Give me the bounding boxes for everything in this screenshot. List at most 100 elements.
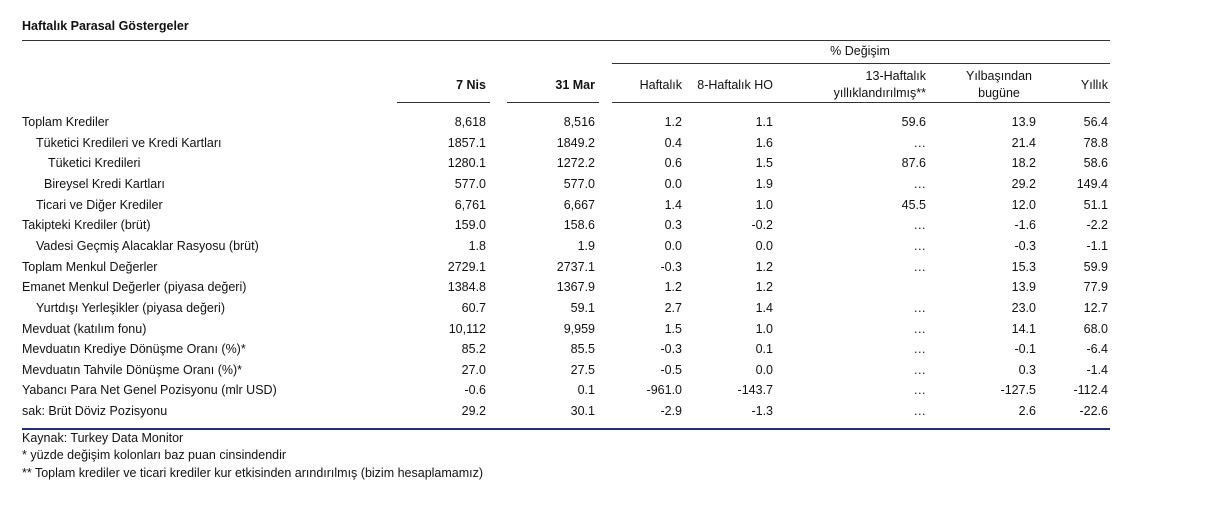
cell-c2: 27.5 [570, 362, 595, 377]
cell-c7: -2.2 [1086, 218, 1108, 233]
cell-c5: … [913, 362, 927, 377]
cell-c6: 12.0 [1011, 197, 1036, 212]
cell-c4: 1.9 [755, 176, 773, 191]
table-row: Toplam Menkul Değerler 2729.1 2737.1 -0.3 1.… [0, 260, 1221, 280]
col-header-yillik: Yıllık [1080, 78, 1108, 92]
table-row: Ticari ve Diğer Krediler 6,761 6,667 1.4 1.0… [0, 198, 1221, 218]
cell-c4: -0.2 [751, 218, 773, 233]
cell-c4: 1.2 [755, 259, 773, 274]
cell-c2: 1.9 [577, 238, 595, 253]
cell-c1: 10,112 [448, 321, 486, 336]
cell-c3: 0.6 [664, 156, 682, 171]
col-header-31mar: 31 Mar [555, 78, 595, 92]
table-row: Emanet Menkul Değerler (piyasa değeri) 13… [0, 280, 1221, 300]
cell-c3: -0.5 [660, 362, 682, 377]
cell-c3: 1.5 [664, 321, 682, 336]
cell-c5: … [913, 259, 927, 274]
cell-c1: 1.8 [468, 238, 486, 253]
header-underline-31mar [507, 102, 599, 103]
table-row: Toplam Krediler 8,618 8,516 1.2 1.1 59.6 13.9 5… [0, 115, 1221, 135]
col-header-haftalik: Haftalık [639, 78, 682, 92]
cell-c1: 2729.1 [447, 259, 486, 274]
cell-c6: -1.6 [1014, 218, 1036, 233]
cell-c7: 68.0 [1083, 321, 1108, 336]
table-row: Bireysel Kredi Kartları 577.0 577.0 0.0 1.9 …… [0, 177, 1221, 197]
cell-c1: 29.2 [461, 404, 486, 419]
cell-c6: 14.1 [1011, 321, 1036, 336]
cell-c4: 0.0 [755, 238, 773, 253]
table-title: Haftalık Parasal Göstergeler [22, 19, 189, 33]
table-row: Yabancı Para Net Genel Pozisyonu (mlr US… [0, 383, 1221, 403]
row-label: Yurtdışı Yerleşikler (piyasa değeri) [36, 300, 225, 315]
row-label: Mevduatın Krediye Dönüşme Oranı (%)* [22, 342, 246, 357]
cell-c6: 15.3 [1011, 259, 1036, 274]
table-row: Mevduat (katılım fonu) 10,112 9,959 1.5 1.0 …… [0, 322, 1221, 342]
cell-c5: 87.6 [901, 156, 926, 171]
pct-change-header: % Değişim [830, 44, 890, 58]
cell-c2: 85.5 [570, 342, 595, 357]
cell-c1: 577.0 [454, 176, 486, 191]
cell-c5: … [913, 342, 927, 357]
cell-c4: -1.3 [751, 404, 773, 419]
footnote-1: * yüzde değişim kolonları baz puan cinsi… [22, 448, 287, 462]
col-header-13-haftalik-l1: 13-Haftalık [865, 69, 926, 83]
table-row: Tüketici Kredileri ve Kredi Kartları 1857… [0, 136, 1221, 156]
cell-c7: 77.9 [1083, 280, 1108, 295]
cell-c5: … [913, 383, 927, 398]
cell-c2: 9,959 [563, 321, 595, 336]
row-label: Takipteki Krediler (brüt) [22, 218, 151, 233]
cell-c1: 1280.1 [447, 156, 486, 171]
col-header-ytd-l2: bugüne [978, 86, 1020, 100]
table-row: Takipteki Krediler (brüt) 159.0 158.6 0.3 -0… [0, 218, 1221, 238]
footnote-2: ** Toplam krediler ve ticari krediler ku… [22, 466, 484, 480]
cell-c3: 0.4 [664, 135, 682, 150]
cell-c2: 6,667 [563, 197, 595, 212]
row-label: Yabancı Para Net Genel Pozisyonu (mlr US… [22, 383, 277, 398]
table-bottom-border [22, 428, 1110, 430]
cell-c6: 13.9 [1011, 115, 1036, 129]
cell-c2: 1272.2 [556, 156, 595, 171]
cell-c6: 0.3 [1018, 362, 1036, 377]
row-label: Mevduat (katılım fonu) [22, 321, 147, 336]
cell-c1: 85.2 [461, 342, 486, 357]
cell-c4: 0.1 [755, 342, 773, 357]
cell-c6: 2.6 [1018, 404, 1036, 419]
cell-c4: 0.0 [755, 362, 773, 377]
cell-c5: … [913, 176, 927, 191]
table-row: sak: Brüt Döviz Pozisyonu 29.2 30.1 -2.9 -1.… [0, 404, 1221, 424]
cell-c4: 1.4 [755, 300, 773, 315]
row-label: Tüketici Kredileri ve Kredi Kartları [36, 135, 222, 150]
cell-c3: 1.2 [664, 115, 682, 129]
cell-c2: 158.6 [563, 218, 595, 233]
cell-c3: -2.9 [660, 404, 682, 419]
row-label: Toplam Krediler [22, 115, 109, 129]
cell-c5: 45.5 [901, 197, 926, 212]
cell-c7: -6.4 [1086, 342, 1108, 357]
row-label: Tüketici Kredileri [48, 156, 141, 171]
cell-c2: 577.0 [563, 176, 595, 191]
cell-c2: 59.1 [570, 300, 595, 315]
col-header-13-haftalik-l2: yıllıklandırılmış** [833, 86, 926, 100]
cell-c1: 159.0 [454, 218, 486, 233]
cell-c4: 1.1 [755, 115, 773, 129]
cell-c4: 1.0 [755, 321, 773, 336]
cell-c2: 1367.9 [556, 280, 595, 295]
cell-c3: 2.7 [664, 300, 682, 315]
table-row: Mevduatın Tahvile Dönüşme Oranı (%)* 27.0… [0, 363, 1221, 383]
col-header-8-haftalik: 8-Haftalık HO [697, 78, 773, 92]
row-label: Mevduatın Tahvile Dönüşme Oranı (%)* [22, 362, 243, 377]
pct-change-underline [612, 63, 1110, 64]
cell-c1: 8,618 [454, 115, 486, 129]
row-label: Ticari ve Diğer Krediler [36, 197, 163, 212]
header-underline-7nis [397, 102, 490, 103]
row-label: Vadesi Geçmiş Alacaklar Rasyosu (brüt) [36, 238, 259, 253]
cell-c5: … [913, 321, 927, 336]
cell-c5: … [913, 404, 927, 419]
cell-c4: 1.6 [755, 135, 773, 150]
cell-c7: -22.6 [1079, 404, 1109, 419]
cell-c3: 1.2 [664, 280, 682, 295]
cell-c4: 1.0 [755, 197, 773, 212]
row-label: Emanet Menkul Değerler (piyasa değeri) [22, 280, 247, 295]
cell-c2: 8,516 [563, 115, 595, 129]
cell-c7: 56.4 [1083, 115, 1108, 129]
